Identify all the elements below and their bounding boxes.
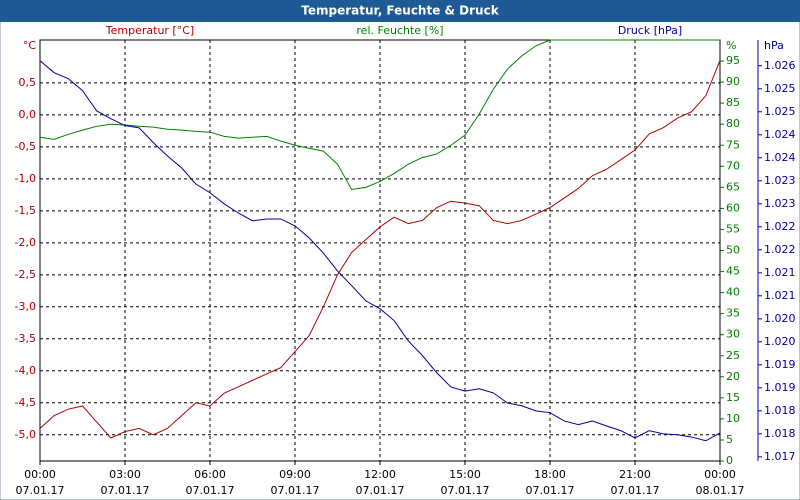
legend-label: rel. Feuchte [%]: [356, 24, 443, 37]
y3-tick-label: 1.022: [764, 220, 796, 233]
y2-tick-label: 70: [726, 159, 740, 172]
y2-tick-label: 10: [726, 412, 740, 425]
y-tick-label: -2,0: [15, 236, 36, 249]
y2-tick-label: 45: [726, 265, 740, 278]
y2-tick-label: 85: [726, 96, 740, 109]
legend-label: Temperatur [°C]: [105, 24, 194, 37]
y2-tick-label: 55: [726, 222, 740, 235]
y3-tick-label: 1.024: [764, 128, 796, 141]
x-tick-label: 09:00 07.01.17: [270, 468, 320, 497]
y2-tick-label: 30: [726, 328, 740, 341]
y2-tick-label: 75: [726, 138, 740, 151]
legend-label: Druck [hPa]: [618, 24, 682, 37]
y3-tick-label: 1.021: [764, 289, 796, 302]
y-tick-label: -4,0: [15, 364, 36, 377]
y2-tick-label: 15: [726, 391, 740, 404]
y-tick-label: 0,5: [19, 76, 37, 89]
y3-tick-label: 1.018: [764, 427, 796, 440]
y3-tick-label: 1.021: [764, 266, 796, 279]
y2-tick-label: 35: [726, 307, 740, 320]
y3-unit: hPa: [764, 39, 784, 52]
y-tick-label: -3,5: [15, 332, 36, 345]
title-bar: [0, 0, 800, 22]
x-tick-label: 12:00 07.01.17: [355, 468, 405, 497]
y2-tick-label: 90: [726, 75, 740, 88]
y2-tick-label: 80: [726, 117, 740, 130]
x-tick-label: 03:00 07.01.17: [100, 468, 150, 497]
series-line: [39, 60, 721, 442]
series-line: [39, 39, 720, 190]
x-tick-label: 06:00 07.01.17: [185, 468, 235, 497]
y3-tick-label: 1.018: [764, 404, 796, 417]
y3-tick-label: 1.026: [764, 59, 796, 72]
y-tick-label: -2,5: [15, 268, 36, 281]
x-tick-label: 15:00 07.01.17: [440, 468, 490, 497]
y3-tick-label: 1.025: [764, 82, 796, 95]
y3-tick-label: 1.024: [764, 151, 796, 164]
y3-tick-label: 1.023: [764, 174, 796, 187]
y-tick-label: -3,0: [15, 300, 36, 313]
x-tick-label: 21:00 07.01.17: [610, 468, 660, 497]
y3-tick-label: 1.025: [764, 105, 796, 118]
y-tick-label: -0,5: [15, 140, 36, 153]
y2-tick-label: 95: [726, 54, 740, 67]
y-tick-label: -1,0: [15, 172, 36, 185]
y-tick-label: -4,5: [15, 396, 36, 409]
y2-tick-label: 25: [726, 349, 740, 362]
y2-tick-label: 60: [726, 201, 740, 214]
y2-tick-label: 50: [726, 244, 740, 257]
y2-tick-label: 5: [726, 433, 733, 446]
y-tick-label: -1,5: [15, 204, 36, 217]
y3-tick-label: 1.020: [764, 312, 796, 325]
y-tick-label: 0,0: [19, 108, 37, 121]
x-tick-label: 00:00 07.01.17: [15, 468, 65, 497]
y3-tick-label: 1.019: [764, 381, 796, 394]
y2-tick-label: 20: [726, 370, 740, 383]
y3-tick-label: 1.020: [764, 335, 796, 348]
y2-tick-label: 65: [726, 180, 740, 193]
y3-tick-label: 1.022: [764, 243, 796, 256]
y2-tick-label: 0: [726, 454, 733, 467]
series-line: [39, 60, 721, 439]
x-tick-label: 00:00 08.01.17: [695, 468, 745, 497]
y3-tick-label: 1.017: [764, 450, 796, 463]
y-tick-label: -5,0: [15, 428, 36, 441]
y3-tick-label: 1.023: [764, 197, 796, 210]
x-tick-label: 18:00 07.01.17: [525, 468, 575, 497]
y3-tick-label: 1.019: [764, 358, 796, 371]
chart-title: Temperatur, Feuchte & Druck: [301, 4, 499, 18]
y-unit: °C: [23, 39, 37, 52]
y2-unit: %: [726, 39, 736, 52]
y2-tick-label: 40: [726, 286, 740, 299]
